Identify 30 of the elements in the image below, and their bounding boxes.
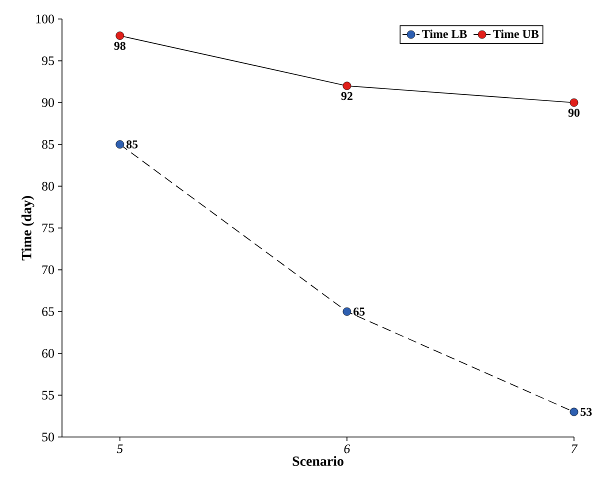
y-axis-title: Time (day) <box>22 196 34 260</box>
x-tick-label: 5 <box>116 444 123 454</box>
data-label: 85 <box>126 140 138 148</box>
point <box>116 140 124 149</box>
legend-label: Time UB <box>493 30 539 38</box>
x-axis-title: Scenario <box>292 456 344 466</box>
y-tick-label: 85 <box>42 140 54 149</box>
data-label: 98 <box>114 42 126 50</box>
data-label: 92 <box>341 92 352 100</box>
y-tick-label: 60 <box>42 349 54 358</box>
point <box>342 82 352 90</box>
point <box>342 307 352 316</box>
point <box>116 32 124 40</box>
y-tick-label: 70 <box>42 265 54 274</box>
y-tick-label: 95 <box>42 56 54 66</box>
y-tick-label: 90 <box>42 98 54 107</box>
y-tick-label: 50 <box>42 432 54 442</box>
legend-label: Time LB <box>422 30 467 38</box>
point <box>570 408 578 416</box>
x-tick-label: 6 <box>344 444 350 454</box>
data-label: 90 <box>568 108 580 117</box>
data-label: 65 <box>354 308 365 316</box>
data-label: 53 <box>580 408 592 416</box>
y-tick-label: 65 <box>42 307 54 316</box>
y-tick-label: 100 <box>36 14 54 24</box>
x-tick-label: 7 <box>572 444 578 453</box>
y-tick-label: 55 <box>42 390 54 400</box>
y-tick-label: 80 <box>42 182 54 191</box>
point <box>570 98 578 107</box>
y-tick-label: 75 <box>42 224 54 232</box>
